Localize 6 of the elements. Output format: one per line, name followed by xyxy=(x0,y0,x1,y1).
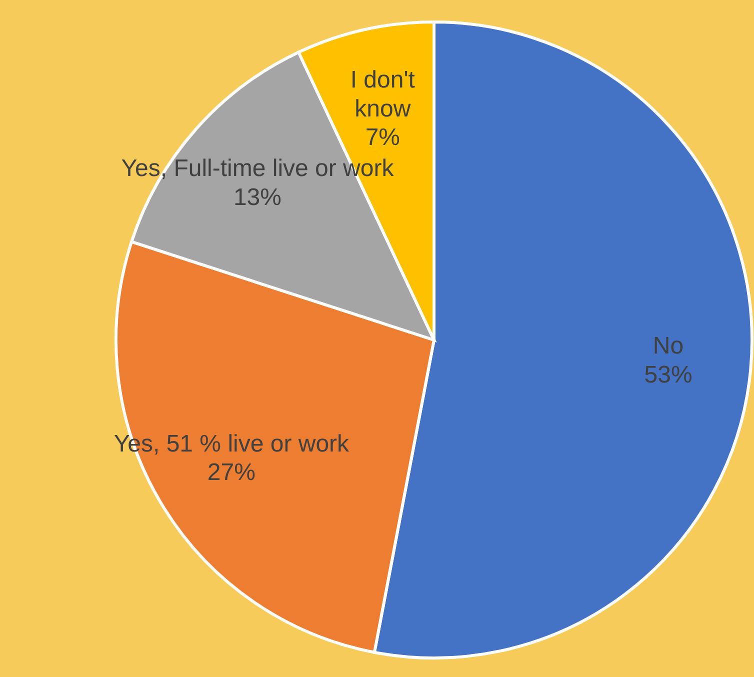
data-label: 7% xyxy=(365,124,400,152)
data-label: 27% xyxy=(207,460,256,487)
data-label: 53% xyxy=(644,362,692,389)
slice-label: I don't know xyxy=(350,66,416,123)
data-label: 13% xyxy=(233,184,282,212)
slice-label: No xyxy=(652,333,684,360)
